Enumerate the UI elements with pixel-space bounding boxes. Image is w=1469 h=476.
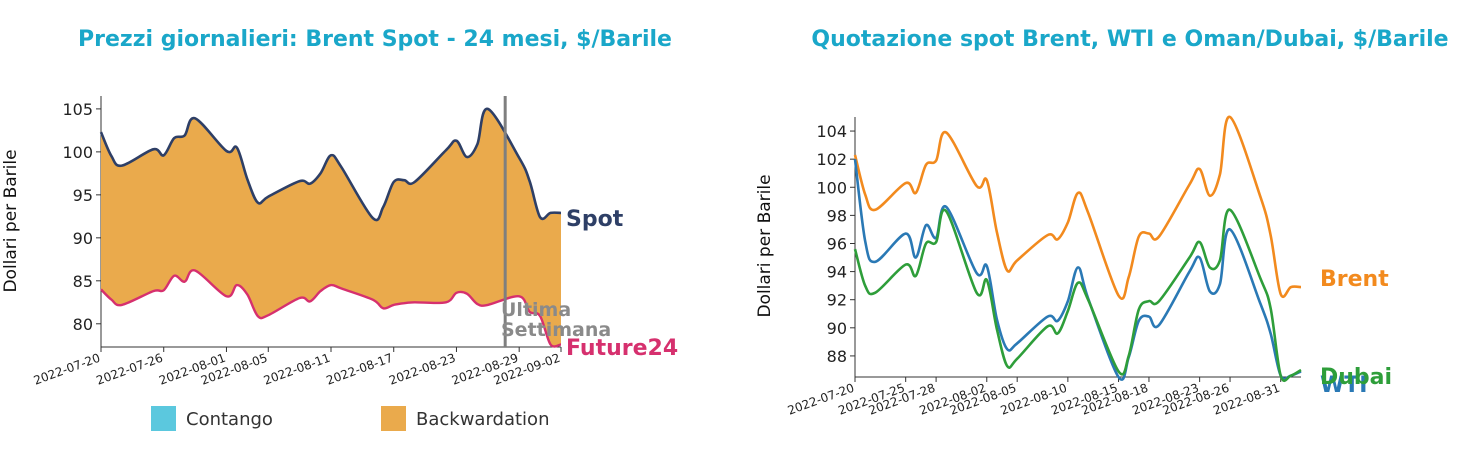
annotation-settimana: Settimana xyxy=(501,319,611,341)
y-tick-label: 100 xyxy=(816,178,847,197)
right-line-chart: 8890929496981001021042022-07-202022-07-2… xyxy=(786,115,1392,418)
y-tick-label: 94 xyxy=(827,263,847,282)
x-tick-label: 2022-08-11 xyxy=(262,351,332,388)
series-line-future24 xyxy=(100,269,562,348)
y-axis-label-right: Dollari per Barile xyxy=(755,174,775,317)
legend-label-contango: Contango xyxy=(186,409,273,430)
y-tick-label: 85 xyxy=(73,272,93,291)
series-label-dubai: Dubai xyxy=(1320,365,1392,390)
annotation-ultima: Ultima xyxy=(501,299,571,321)
y-tick-label: 88 xyxy=(827,347,847,366)
y-axis-label-left: Dollari per Barile xyxy=(1,149,21,292)
y-tick-label: 90 xyxy=(827,319,847,338)
series-label-future24: Future24 xyxy=(566,336,678,361)
x-tick-label: 2022-08-23 xyxy=(387,351,457,388)
y-tick-label: 104 xyxy=(816,122,847,141)
series-label-wti: WTI xyxy=(1320,373,1367,398)
x-tick-label: 2022-08-17 xyxy=(324,351,394,388)
series-line-dubai xyxy=(853,208,1302,383)
series-line-spot xyxy=(99,107,562,222)
x-tick-label: 2022-07-20 xyxy=(32,351,102,388)
y-tick-label: 105 xyxy=(62,100,93,119)
series-line-brent xyxy=(853,115,1302,300)
legend-swatch-contango xyxy=(151,406,176,431)
y-tick-label: 100 xyxy=(62,143,93,162)
y-tick-label: 96 xyxy=(827,234,847,253)
series-line-wti xyxy=(853,159,1302,381)
y-tick-label: 95 xyxy=(73,186,93,205)
chart-title-brent-spot: Prezzi giornalieri: Brent Spot - 24 mesi… xyxy=(78,27,672,52)
legend-label-backwardation: Backwardation xyxy=(416,409,549,430)
series-label-brent: Brent xyxy=(1320,267,1389,292)
y-tick-label: 80 xyxy=(73,315,93,334)
legend-swatch-backwardation xyxy=(381,406,406,431)
y-tick-label: 102 xyxy=(816,150,847,169)
y-tick-label: 98 xyxy=(827,206,847,225)
x-tick-label: 2022-07-26 xyxy=(94,351,164,388)
chart-title-spot-quotes: Quotazione spot Brent, WTI e Oman/Dubai,… xyxy=(811,27,1448,52)
y-tick-label: 92 xyxy=(827,291,847,310)
y-tick-label: 90 xyxy=(73,229,93,248)
series-label-spot: Spot xyxy=(566,207,624,232)
